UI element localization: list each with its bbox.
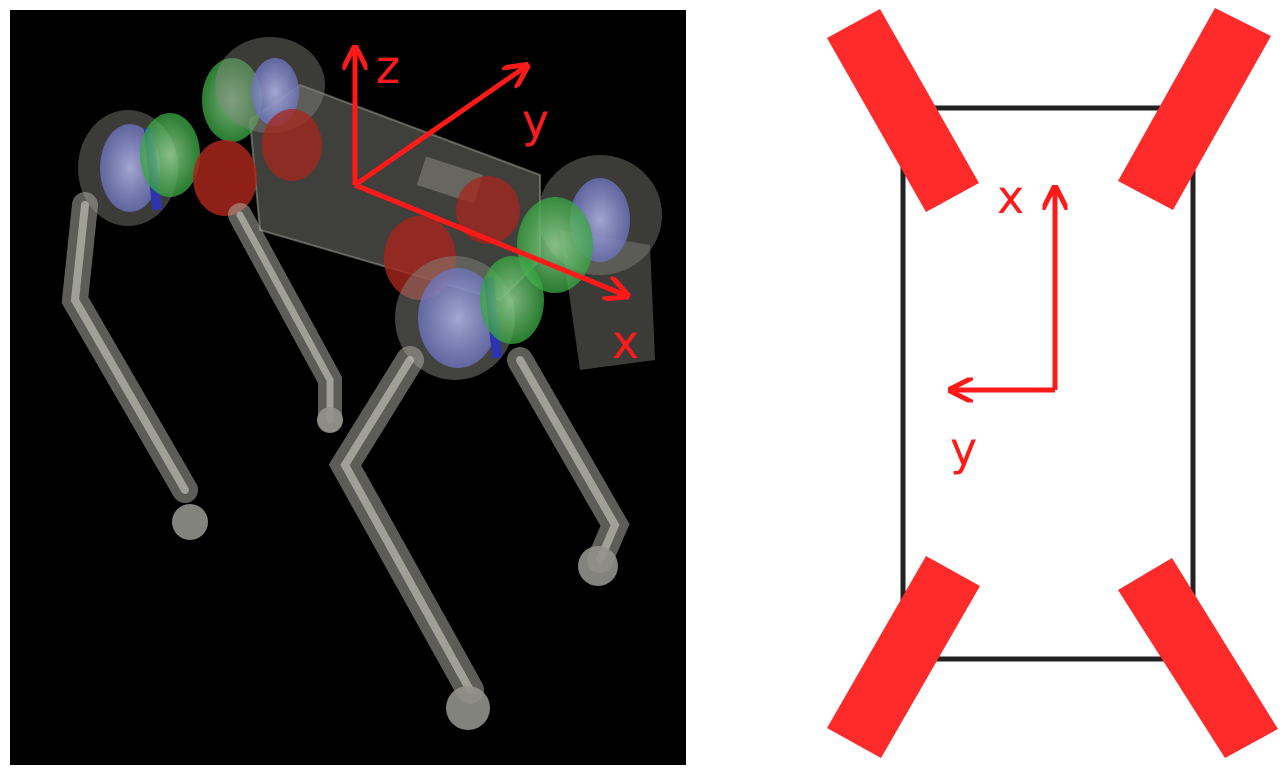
robot-render-panel: z y x	[10, 10, 686, 765]
leg-bar-front-left	[827, 9, 979, 212]
body-outline	[900, 105, 1196, 662]
front-hip-motors	[384, 155, 662, 380]
robot-legs	[61, 192, 630, 704]
leg-bar-front-right	[1118, 8, 1271, 210]
y-axis-label: y	[950, 422, 977, 476]
x-axis-label: x	[997, 170, 1024, 224]
quadruped-robot-icon	[61, 37, 662, 730]
leg-bar-rear-left	[827, 556, 980, 758]
robot-axes: z y x	[355, 40, 639, 369]
y-axis-label: y	[522, 94, 549, 148]
robot-feet	[172, 407, 618, 730]
top-view-panel: x y	[827, 8, 1278, 758]
x-axis-label: x	[612, 315, 639, 369]
x-axis-arrow-icon	[354, 182, 625, 295]
top-view-axes: x y	[950, 170, 1055, 476]
rear-hip-motors	[78, 37, 325, 226]
z-axis-label: z	[376, 40, 400, 94]
leg-bars	[827, 8, 1278, 758]
leg-bar-rear-right	[1118, 558, 1278, 758]
y-axis-arrow-icon	[353, 67, 525, 188]
